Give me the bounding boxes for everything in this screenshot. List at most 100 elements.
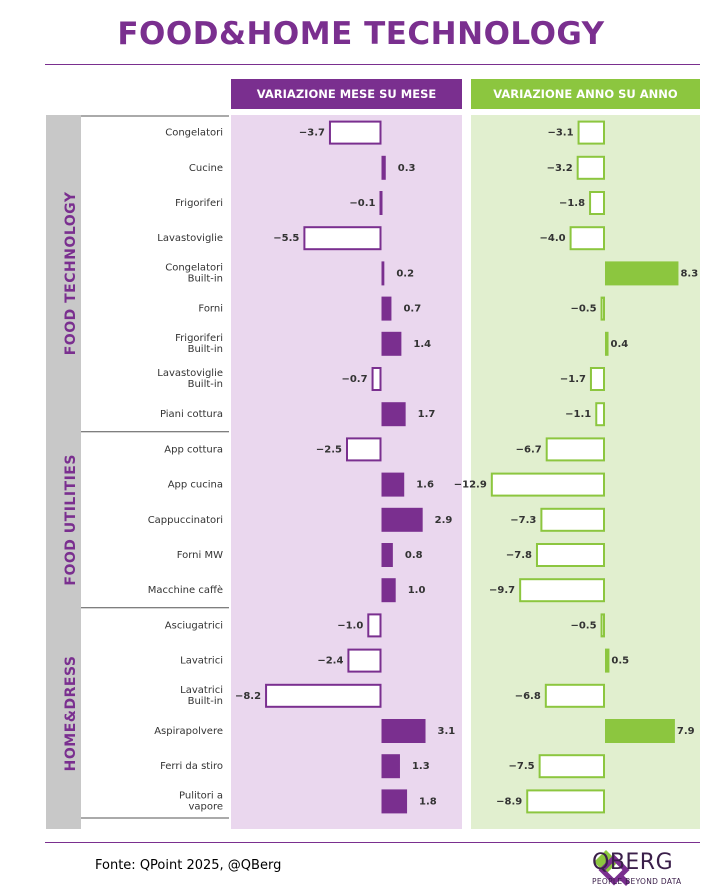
category-label: Macchine caffè xyxy=(148,584,223,596)
yoy-bar xyxy=(576,155,605,180)
mom-value-label: −5.5 xyxy=(273,233,299,244)
mom-bar xyxy=(328,120,382,145)
category-label: Lavatrici xyxy=(180,656,223,667)
mom-bar xyxy=(381,789,408,814)
yoy-bar xyxy=(538,754,605,779)
mom-bar xyxy=(381,402,406,427)
yoy-value-label: −3.2 xyxy=(547,163,573,174)
qberg-logo-icon xyxy=(594,850,630,886)
mom-bar xyxy=(367,613,382,638)
logo-tagline: PEOPLE BEYOND DATA xyxy=(592,877,682,886)
yoy-bar xyxy=(589,367,606,391)
mom-value-label: 1.4 xyxy=(413,339,431,350)
category-label: App cottura xyxy=(164,444,223,455)
yoy-bar xyxy=(544,683,606,708)
yoy-bar xyxy=(600,613,606,638)
mom-value-label: −3.7 xyxy=(299,128,325,139)
category-label: Ferri da stiro xyxy=(160,761,223,772)
yoy-bar xyxy=(526,789,605,814)
yoy-value-label: −7.5 xyxy=(509,761,535,772)
mom-value-label: 1.3 xyxy=(412,761,430,772)
yoy-value-label: −0.5 xyxy=(570,304,596,315)
mom-bar xyxy=(381,472,405,497)
mom-bar xyxy=(381,261,385,286)
group-label-band xyxy=(46,115,81,829)
mom-bar xyxy=(346,437,382,462)
footer-source: Fonte: QPoint 2025, @QBerg xyxy=(95,858,282,873)
category-label: Forni xyxy=(198,304,223,315)
mom-value-label: 1.8 xyxy=(419,796,437,807)
mom-bar xyxy=(265,683,382,708)
yoy-value-label: −3.1 xyxy=(547,128,573,139)
mom-value-label: 2.9 xyxy=(435,515,453,526)
mom-bar xyxy=(381,155,386,180)
yoy-bar xyxy=(595,402,606,427)
mom-value-label: 0.2 xyxy=(396,268,414,279)
category-label: Cucine xyxy=(189,163,223,174)
yoy-value-label: −9.7 xyxy=(489,585,515,596)
yoy-value-label: −1.1 xyxy=(565,409,591,420)
mom-bar xyxy=(381,754,400,779)
yoy-bar xyxy=(519,578,606,603)
title-divider xyxy=(45,64,700,65)
yoy-value-label: 0.4 xyxy=(611,339,629,350)
category-label: Congelatori Built-in xyxy=(165,262,223,284)
group-label: FOOD TECHNOLOGY xyxy=(63,191,79,355)
panel-header-mom: VARIAZIONE MESE SU MESE xyxy=(231,79,462,109)
yoy-bar xyxy=(540,507,606,532)
yoy-value-label: −12.9 xyxy=(454,480,487,491)
mom-bar xyxy=(379,191,383,215)
mom-value-label: −2.4 xyxy=(317,656,343,667)
mom-bar xyxy=(381,719,426,743)
category-label: Forni MW xyxy=(177,550,223,561)
mom-value-label: −0.7 xyxy=(341,374,367,385)
yoy-value-label: −1.8 xyxy=(559,198,585,209)
yoy-bar xyxy=(605,261,679,286)
category-label: Lavastoviglie xyxy=(157,233,223,244)
mom-bar xyxy=(381,331,402,356)
yoy-bar xyxy=(577,120,606,145)
yoy-bar xyxy=(589,191,606,215)
category-label: Cappuccinatori xyxy=(148,515,223,526)
mom-bar xyxy=(381,507,423,532)
yoy-value-label: 8.3 xyxy=(680,268,698,279)
mom-value-label: 1.7 xyxy=(418,409,436,420)
category-label-area xyxy=(81,115,229,829)
category-label: Lavastoviglie Built-in xyxy=(157,368,223,390)
category-label: Aspirapolvere xyxy=(154,726,223,737)
mom-bar xyxy=(371,367,382,391)
yoy-value-label: −6.8 xyxy=(515,691,541,702)
mom-bar xyxy=(381,296,392,321)
mom-bar xyxy=(381,543,393,567)
mom-value-label: −1.0 xyxy=(337,620,363,631)
mom-bar xyxy=(347,648,382,673)
category-label: Frigoriferi xyxy=(175,198,223,209)
category-label: Asciugatrici xyxy=(165,620,223,631)
logo-name: QBERG xyxy=(592,850,674,875)
yoy-bar xyxy=(569,226,605,251)
mom-value-label: −0.1 xyxy=(349,198,375,209)
yoy-value-label: 7.9 xyxy=(677,726,695,737)
mom-bar xyxy=(381,578,396,603)
mom-value-label: 0.8 xyxy=(405,550,423,561)
yoy-value-label: −4.0 xyxy=(540,233,566,244)
yoy-bar xyxy=(605,719,675,743)
yoy-bar xyxy=(535,543,605,567)
yoy-value-label: −0.5 xyxy=(570,620,596,631)
group-label: HOME&DRESS xyxy=(63,655,79,771)
yoy-bar xyxy=(605,648,610,673)
yoy-value-label: −7.3 xyxy=(510,515,536,526)
category-label: App cucina xyxy=(168,480,223,491)
category-label: Lavatrici Built-in xyxy=(180,685,223,707)
page-title: FOOD&HOME TECHNOLOGY xyxy=(117,16,605,52)
mom-value-label: −8.2 xyxy=(235,691,261,702)
mom-bar xyxy=(303,226,382,251)
yoy-value-label: −8.9 xyxy=(496,796,522,807)
yoy-value-label: −1.7 xyxy=(560,374,586,385)
mom-value-label: 3.1 xyxy=(438,726,456,737)
mom-value-label: 0.7 xyxy=(403,304,421,315)
yoy-value-label: −7.8 xyxy=(506,550,532,561)
yoy-bar xyxy=(605,331,609,356)
category-label: Pulitori a vapore xyxy=(179,790,223,812)
